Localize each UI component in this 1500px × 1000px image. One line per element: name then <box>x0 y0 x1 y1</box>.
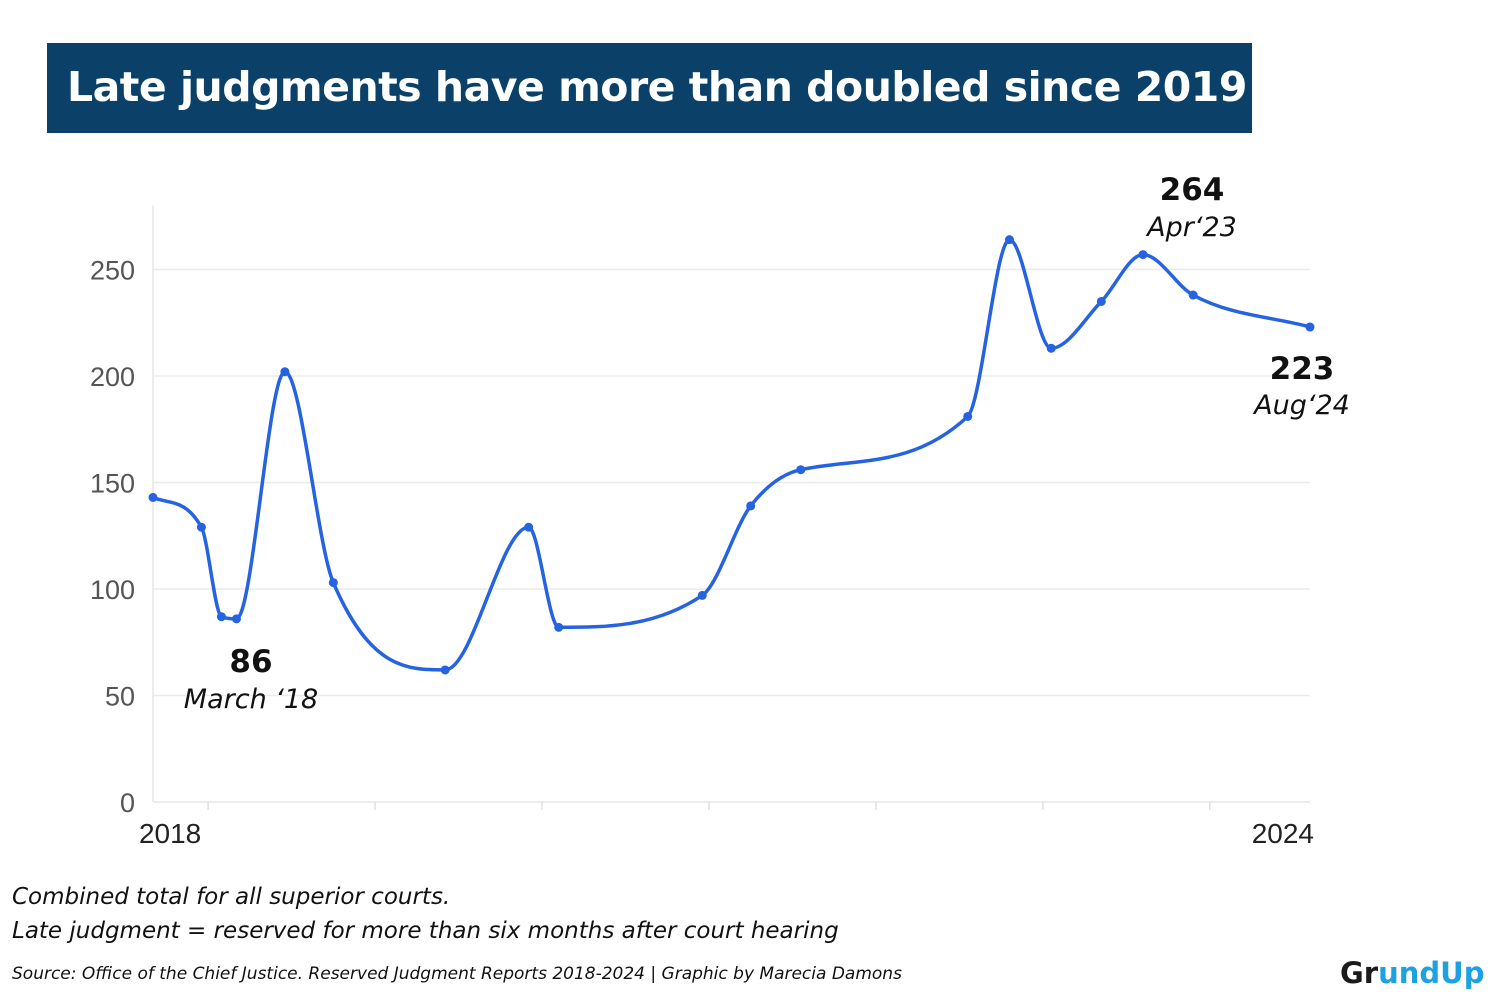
annotation-date-223: Aug‘24 <box>1252 390 1350 421</box>
y-tick-label-200: 200 <box>90 362 135 392</box>
annotation-value-223: 223 <box>1270 351 1335 387</box>
grid-lines <box>153 268 1310 697</box>
y-tick-label-150: 150 <box>90 469 135 499</box>
x-tick-label-2018: 2018 <box>139 818 201 849</box>
data-point-3 <box>231 614 241 624</box>
y-tick-label-50: 50 <box>105 682 135 712</box>
title-banner: Late judgments have more than doubled si… <box>47 43 1252 133</box>
data-point-2 <box>216 612 226 622</box>
data-point-1 <box>196 522 206 532</box>
axes: 0 50 100 150 200 250 2018 2024 <box>90 205 1314 849</box>
data-point-14 <box>1046 343 1056 353</box>
y-tick-label-250: 250 <box>90 256 135 286</box>
x-tick-label-2024: 2024 <box>1252 818 1314 849</box>
data-point-10 <box>746 501 756 511</box>
data-point-11 <box>796 465 806 475</box>
groundup-logo: GrundUp <box>1340 956 1484 990</box>
data-points <box>148 235 1315 675</box>
annotation-value-264: 264 <box>1160 172 1225 208</box>
logo-text-part-1: Gr <box>1340 956 1379 990</box>
data-point-4 <box>280 367 290 377</box>
series-line <box>151 237 1312 672</box>
data-point-5 <box>328 578 338 588</box>
annotation-value-86: 86 <box>229 644 272 680</box>
data-point-8 <box>554 622 564 632</box>
data-point-15 <box>1096 296 1106 306</box>
data-point-0 <box>148 492 158 502</box>
series-line-layer <box>151 237 1312 672</box>
data-point-6 <box>440 665 450 675</box>
data-point-12 <box>963 411 973 421</box>
annotation-date-86: March ‘18 <box>184 684 318 715</box>
y-tick-label-100: 100 <box>90 575 135 605</box>
data-point-13 <box>1004 235 1014 245</box>
data-point-7 <box>524 522 534 532</box>
data-point-16 <box>1138 250 1148 260</box>
source-credit: Source: Office of the Chief Justice. Res… <box>12 964 902 984</box>
y-tick-label-0: 0 <box>120 788 135 818</box>
chart-title: Late judgments have more than doubled si… <box>67 63 1247 111</box>
data-point-18 <box>1305 322 1315 332</box>
note-line-2: Late judgment = reserved for more than s… <box>12 918 839 944</box>
data-point-9 <box>697 590 707 600</box>
logo-text-part-2: undUp <box>1378 956 1485 990</box>
note-line-1: Combined total for all superior courts. <box>12 884 451 910</box>
annotation-date-264: Apr‘23 <box>1145 212 1237 243</box>
data-point-17 <box>1188 290 1198 300</box>
